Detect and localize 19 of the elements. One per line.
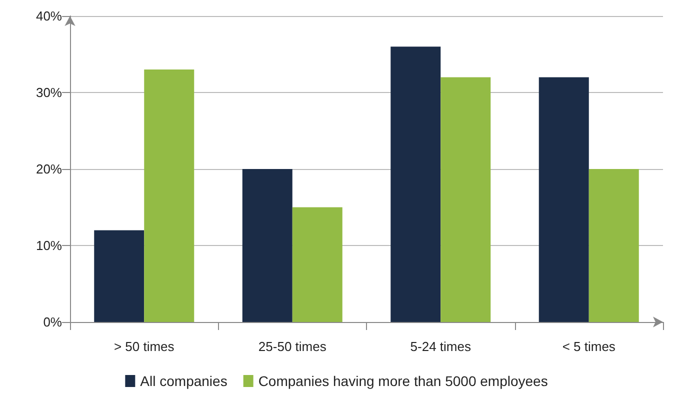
legend-label: All companies [140,373,228,389]
bar [390,46,441,322]
bar [292,207,342,322]
x-tick-label: 25-50 times [258,339,327,354]
bar [242,169,292,322]
x-tick-label: < 5 times [562,339,616,354]
y-tick-label: 40% [36,8,62,24]
bar [440,77,491,322]
y-tick-label: 20% [36,162,62,176]
bar [144,70,194,322]
legend-label: Companies having more than 5000 employees [258,373,548,389]
y-tick-label: 0% [43,314,62,330]
bar [588,169,639,322]
x-tick-label: > 50 times [114,339,175,354]
bar [538,77,589,322]
y-tick-label: 30% [36,85,62,100]
x-tick-label: 5-24 times [410,339,472,354]
y-tick-label: 10% [36,238,62,253]
bar [94,230,144,322]
